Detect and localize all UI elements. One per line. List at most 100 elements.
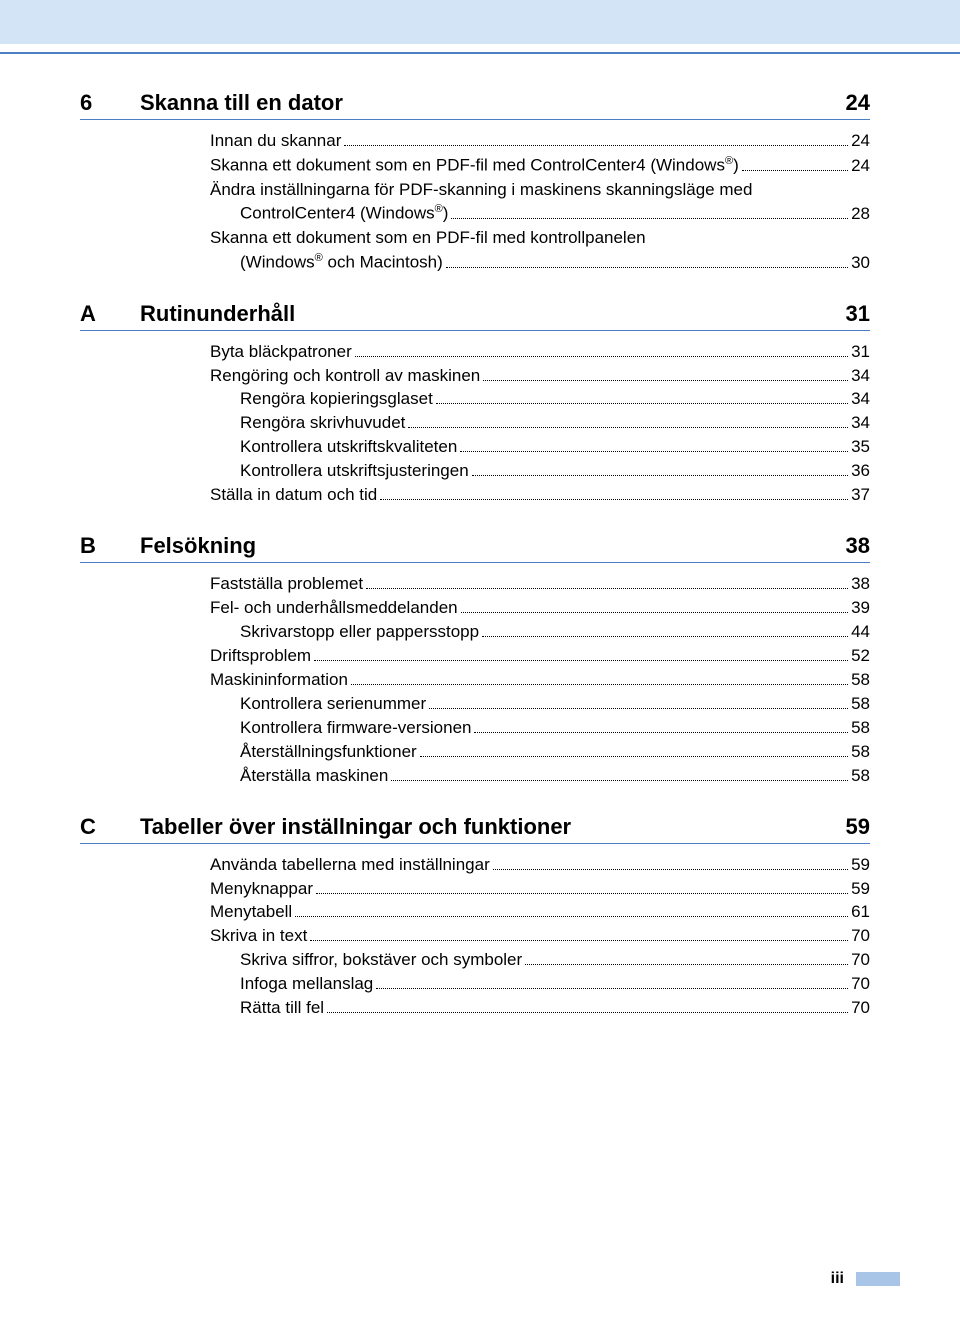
toc-entry: Kontrollera serienummer 58 [210,693,870,716]
leader-dots [380,499,848,500]
toc-entry: Kontrollera utskriftsjusteringen36 [210,460,870,483]
leader-dots [482,636,848,637]
toc-entry: Skriva siffror, bokstäver och symboler 70 [210,949,870,972]
toc-entry: Maskininformation58 [210,669,870,692]
entry-page: 34 [851,388,870,411]
entry-text: Kontrollera firmware-versionen [240,717,471,740]
entry-page: 31 [851,341,870,364]
section-label: A [80,301,140,327]
entry-page: 34 [851,365,870,388]
section-title: Rutinunderhåll [140,301,836,327]
entry-text: ControlCenter4 (Windows®) [240,202,448,226]
entry-text: Ställa in datum och tid [210,484,377,507]
entry-page: 28 [851,203,870,226]
leader-dots [460,451,848,452]
entry-text: Skriva in text [210,925,307,948]
entry-page: 70 [851,949,870,972]
leader-dots [316,893,848,894]
entry-text: Menyknappar [210,878,313,901]
entry-page: 34 [851,412,870,435]
toc-entry: Kontrollera utskriftskvaliteten 35 [210,436,870,459]
entry-text: Infoga mellanslag [240,973,373,996]
toc-entry: Rengöring och kontroll av maskinen 34 [210,365,870,388]
toc-entry: Återställningsfunktioner 58 [210,741,870,764]
leader-dots [461,612,848,613]
entry-text: Rengöra skrivhuvudet [240,412,405,435]
entry-page: 59 [851,854,870,877]
header-rule [0,52,960,54]
toc-entry: Kontrollera firmware-versionen 58 [210,717,870,740]
toc-entry: Använda tabellerna med inställningar 59 [210,854,870,877]
entry-text: Använda tabellerna med inställningar [210,854,490,877]
entry-page: 30 [851,252,870,275]
entry-text: Driftsproblem [210,645,311,668]
entry-page: 35 [851,436,870,459]
leader-dots [483,380,848,381]
toc-entry: Ändra inställningarna för PDF-skanning i… [210,179,870,202]
section-page: 24 [846,90,870,116]
leader-dots [429,708,848,709]
entry-page: 58 [851,741,870,764]
entry-page: 70 [851,925,870,948]
entry-text: (Windows® och Macintosh) [240,251,443,275]
leader-dots [474,732,848,733]
section-label: 6 [80,90,140,116]
leader-dots [344,145,848,146]
leader-dots [525,964,848,965]
section-label: C [80,814,140,840]
section-page: 31 [846,301,870,327]
toc-entry: Rengöra kopieringsglaset34 [210,388,870,411]
section-entries: Använda tabellerna med inställningar59Me… [210,854,870,1021]
section-entries: Fastställa problemet38Fel- och underhåll… [210,573,870,787]
entry-page: 58 [851,717,870,740]
entry-text: Kontrollera utskriftskvaliteten [240,436,457,459]
toc-entry: Skanna ett dokument som en PDF-fil med k… [210,227,870,250]
toc-content: 6Skanna till en dator24 Innan du skannar 2… [80,90,870,1046]
entry-page: 37 [851,484,870,507]
entry-text: Fel- och underhållsmeddelanden [210,597,458,620]
entry-page: 38 [851,573,870,596]
toc-entry: Fastställa problemet38 [210,573,870,596]
entry-text: Återställa maskinen [240,765,388,788]
leader-dots [493,869,848,870]
footer-tab [856,1272,900,1286]
leader-dots [355,356,848,357]
entry-text: Ändra inställningarna för PDF-skanning i… [210,179,752,202]
entry-page: 24 [851,155,870,178]
section-label: B [80,533,140,559]
page-number: iii [831,1270,844,1288]
entry-page: 70 [851,973,870,996]
entry-page: 52 [851,645,870,668]
toc-section: 6Skanna till en dator24 Innan du skannar 2… [80,90,870,275]
toc-entry: Rengöra skrivhuvudet 34 [210,412,870,435]
page-footer: iii [831,1270,900,1288]
leader-dots [376,988,848,989]
entry-text: Skanna ett dokument som en PDF-fil med k… [210,227,646,250]
toc-section: ARutinunderhåll31Byta bläckpatroner31Ren… [80,301,870,508]
toc-entry-continuation: ControlCenter4 (Windows®) 28 [210,202,870,226]
entry-page: 58 [851,693,870,716]
section-page: 38 [846,533,870,559]
toc-entry: Fel- och underhållsmeddelanden39 [210,597,870,620]
toc-entry: Rätta till fel70 [210,997,870,1020]
leader-dots [366,588,848,589]
section-header: BFelsökning38 [80,533,870,563]
leader-dots [472,475,848,476]
entry-text: Återställningsfunktioner [240,741,417,764]
leader-dots [451,218,848,219]
section-page: 59 [846,814,870,840]
section-header: 6Skanna till en dator24 [80,90,870,120]
entry-text: Rengöring och kontroll av maskinen [210,365,480,388]
header-band [0,0,960,44]
entry-page: 59 [851,878,870,901]
leader-dots [408,427,848,428]
entry-page: 58 [851,765,870,788]
entry-text: Innan du skannar [210,130,341,153]
toc-entry: Menyknappar 59 [210,878,870,901]
entry-text: Skriva siffror, bokstäver och symboler [240,949,522,972]
leader-dots [436,403,848,404]
leader-dots [446,267,848,268]
entry-text: Kontrollera serienummer [240,693,426,716]
leader-dots [420,756,848,757]
entry-page: 61 [851,901,870,924]
